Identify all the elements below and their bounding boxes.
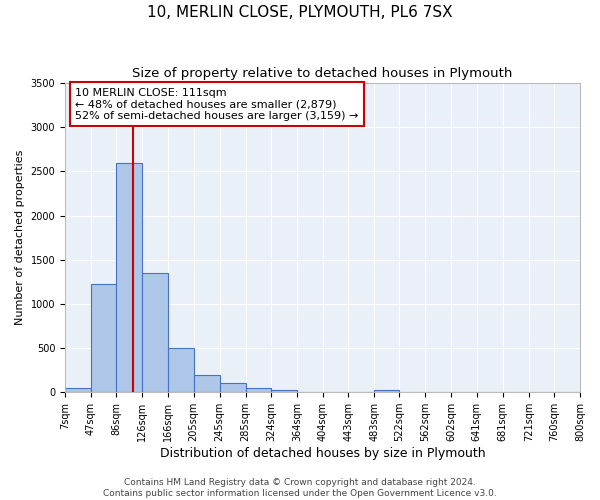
Bar	[65, 388, 91, 392]
Text: Contains HM Land Registry data © Crown copyright and database right 2024.
Contai: Contains HM Land Registry data © Crown c…	[103, 478, 497, 498]
Bar	[245, 388, 271, 392]
X-axis label: Distribution of detached houses by size in Plymouth: Distribution of detached houses by size …	[160, 447, 485, 460]
Y-axis label: Number of detached properties: Number of detached properties	[15, 150, 25, 326]
Bar	[220, 382, 245, 392]
Text: 10, MERLIN CLOSE, PLYMOUTH, PL6 7SX: 10, MERLIN CLOSE, PLYMOUTH, PL6 7SX	[147, 5, 453, 20]
Bar	[271, 390, 297, 392]
Bar	[91, 284, 116, 392]
Title: Size of property relative to detached houses in Plymouth: Size of property relative to detached ho…	[133, 68, 513, 80]
Bar	[168, 348, 194, 392]
Bar	[142, 273, 168, 392]
Text: 10 MERLIN CLOSE: 111sqm
← 48% of detached houses are smaller (2,879)
52% of semi: 10 MERLIN CLOSE: 111sqm ← 48% of detache…	[76, 88, 359, 121]
Bar	[194, 374, 220, 392]
Bar	[374, 390, 400, 392]
Bar	[116, 164, 142, 392]
